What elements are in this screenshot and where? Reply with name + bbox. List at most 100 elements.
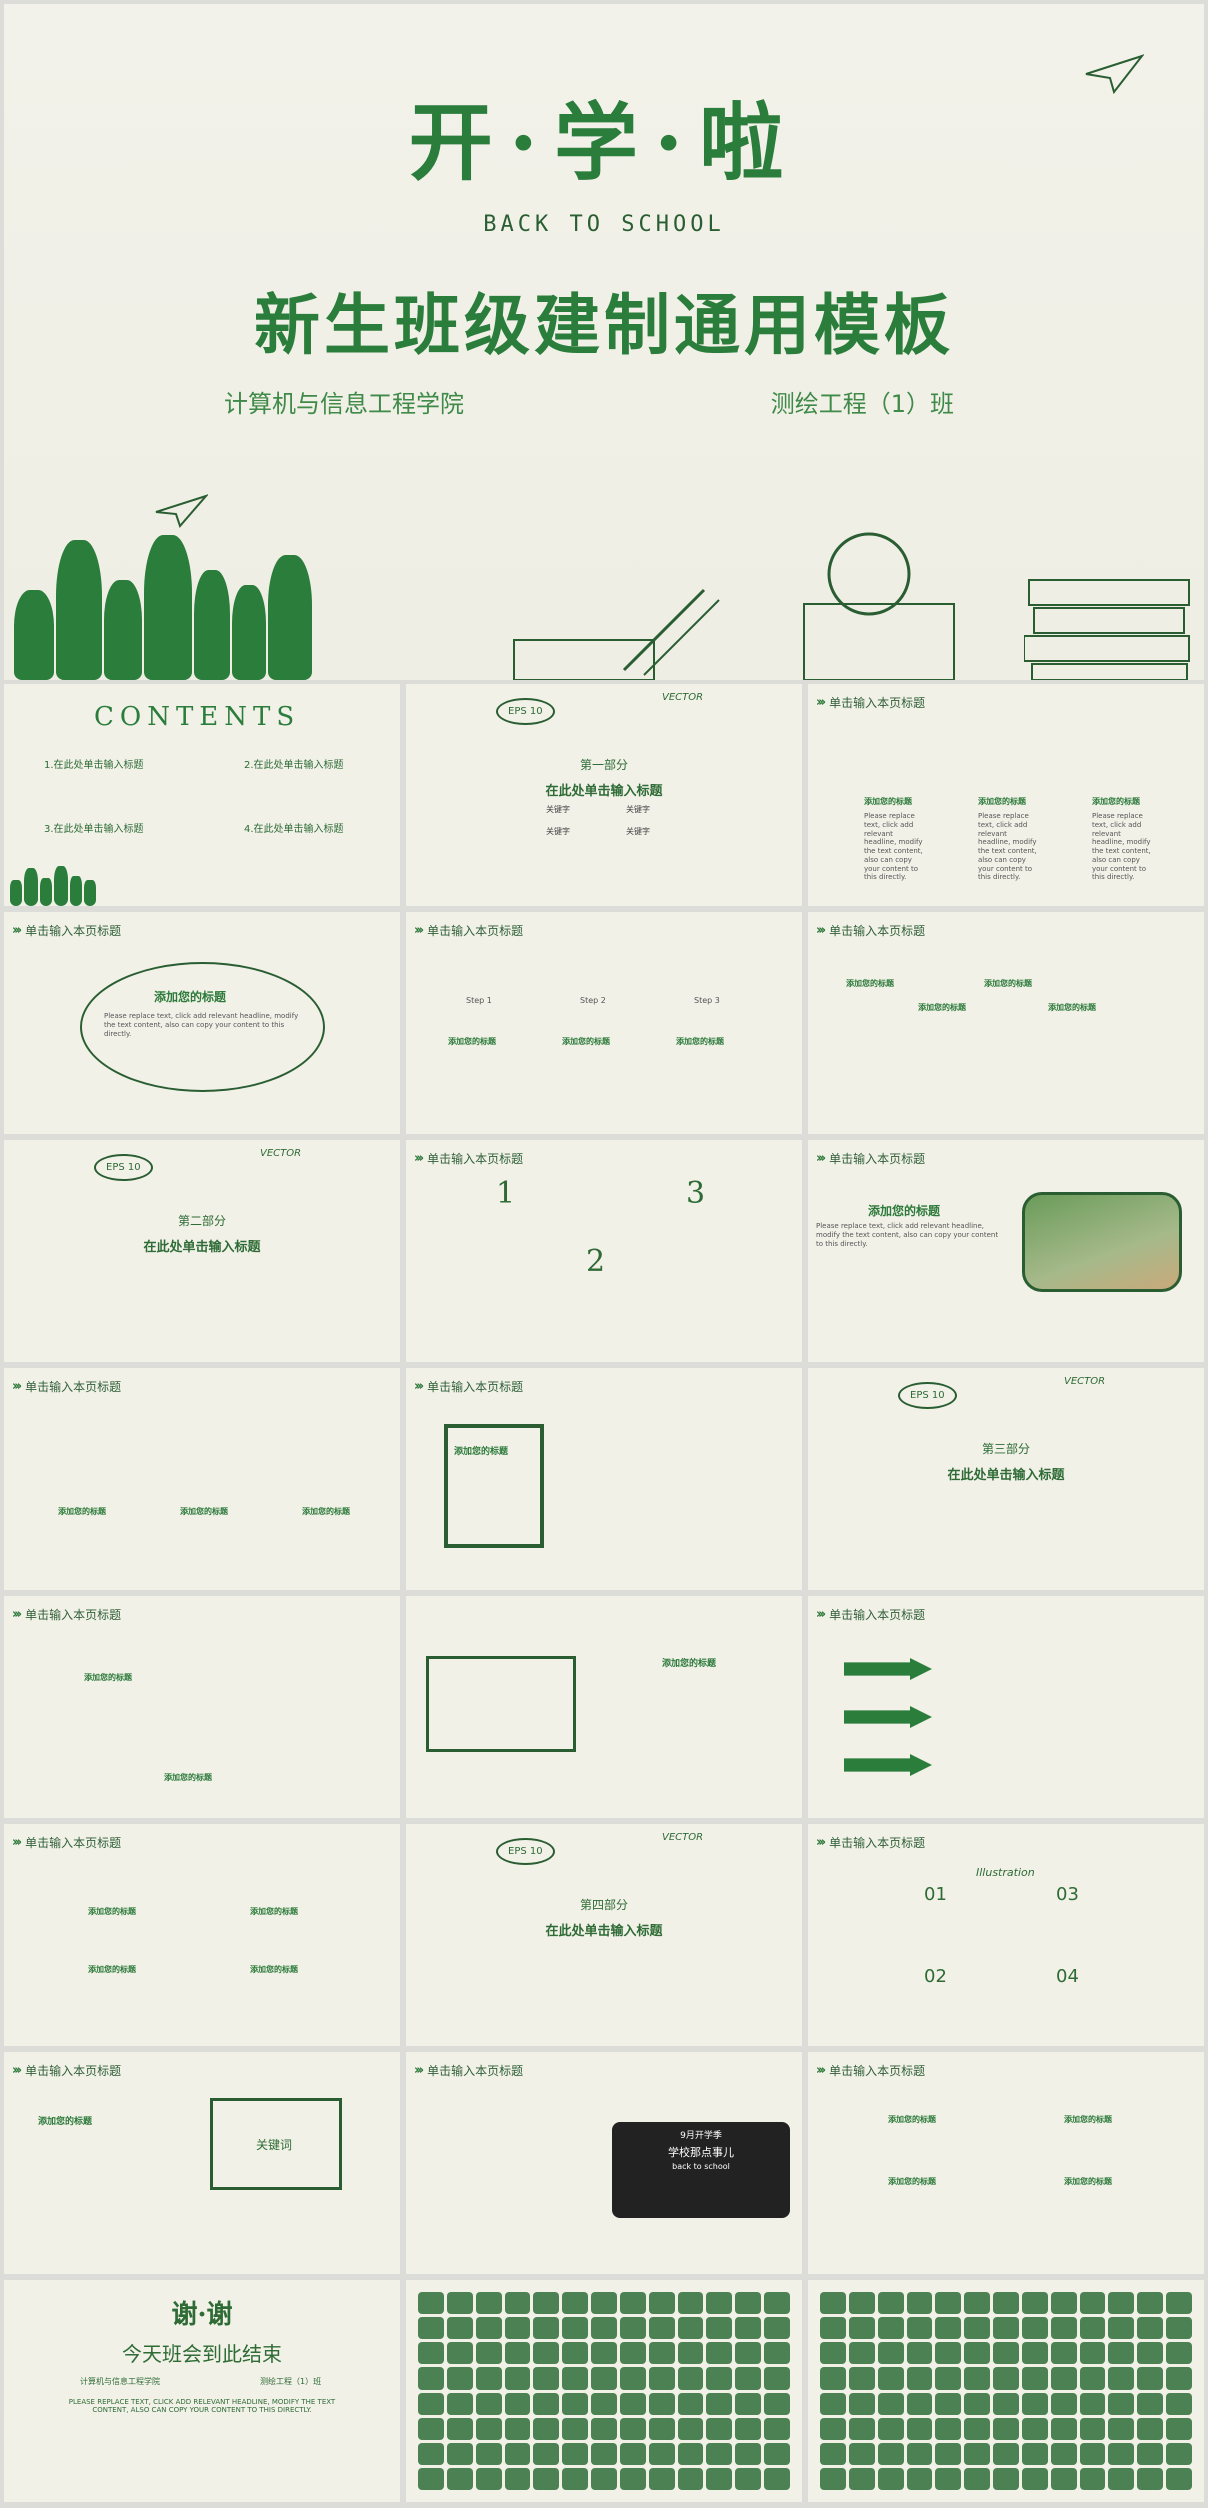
doodle-icon [1137,2367,1164,2390]
doodle-icon [964,2392,991,2415]
doodle-icon [1021,2342,1048,2365]
doodle-icon [1108,2417,1135,2440]
doodle-icon [764,2292,790,2315]
speech-bubble [80,962,325,1092]
doodle-icon [820,2467,846,2490]
doodle-icon [1108,2467,1135,2490]
doodle-icon [1021,2417,1048,2440]
page-header: ››› 单击输入本页标题 [12,923,122,938]
eps-badge: EPS 10 [496,698,555,725]
slide-section-4: EPS 10 VECTOR 第四部分 在此处单击输入标题 [406,1824,802,2046]
doodle-icon [648,2342,675,2365]
bubble-title: 添加您的标题 [154,990,227,1004]
doodle-icon [993,2317,1019,2340]
col-title-1: 添加您的标题 [864,797,912,806]
section-title: 在此处单击输入标题 [545,1924,663,1939]
doodle-icon [906,2392,933,2415]
bulb-title-2: 添加您的标题 [88,1965,136,1974]
contents-title: CONTENTS [94,702,301,732]
doodle-icon [935,2392,962,2415]
doodle-icon [1137,2392,1164,2415]
arrow-3 [844,1754,932,1776]
number-04: 04 [1056,1966,1079,1987]
doodle-icon [1050,2442,1077,2465]
col-text-3: Please replace text, click add relevant … [1092,812,1151,882]
doodle-icon [446,2417,473,2440]
doodle-icon [619,2392,646,2415]
doodle-icon [619,2367,646,2390]
doodle-icon [820,2442,846,2465]
doodle-icon [619,2317,646,2340]
contents-item-2[interactable]: 2.在此处单击输入标题 [244,760,344,771]
doodle-icon [504,2392,531,2415]
contents-item-3[interactable]: 3.在此处单击输入标题 [44,824,144,835]
doodle-icon [677,2342,704,2365]
eps-badge: EPS 10 [898,1382,957,1409]
page-header: ››› 单击输入本页标题 [414,1379,524,1394]
big-number-1: 1 [496,1176,516,1211]
doodle-icon [475,2417,502,2440]
keyword-board [210,2098,342,2190]
doodle-icon [820,2292,846,2315]
slide-steps: ››› 单击输入本页标题 Step 1 Step 2 Step 3 添加您的标题 … [406,912,802,1134]
doodle-icon [418,2417,444,2440]
step-1: Step 1 [466,996,492,1005]
notebook-sketch [426,1656,576,1752]
doodle-icon [848,2417,875,2440]
doodle-icon [820,2392,846,2415]
photo-text: Please replace text, click add relevant … [816,1222,999,1248]
doodle-icon [475,2292,502,2315]
contents-item-4[interactable]: 4.在此处单击输入标题 [244,824,344,835]
college-name: 计算机与信息工程学院 [224,390,464,418]
page-header: ››› 单击输入本页标题 [816,923,926,938]
doodle-icon [964,2367,991,2390]
clock-sketch [744,514,994,680]
circle-title-4: 添加您的标题 [1064,2177,1112,2186]
doodle-icon [1021,2467,1048,2490]
circle-title-2: 添加您的标题 [888,2177,936,2186]
doodle-icon [877,2467,904,2490]
slide-blackboard: ››› 单击输入本页标题 9月开学季 学校那点事儿 back to school [406,2052,802,2274]
page-header: ››› 单击输入本页标题 [12,2063,122,2078]
doodle-icon [562,2342,589,2365]
kids-photo [1022,1192,1182,1292]
doodle-icon [1050,2467,1077,2490]
slide-checklist: ››› 单击输入本页标题 添加您的标题 [406,1368,802,1590]
board-title: 添加您的标题 [38,2117,93,2127]
bulb-title-1: 添加您的标题 [88,1907,136,1916]
step-2: Step 2 [580,996,606,1005]
doodle-icon [1166,2442,1192,2465]
doodle-icon [475,2442,502,2465]
doodle-icon [619,2292,646,2315]
doodle-icon [533,2342,560,2365]
doodle-icon [418,2467,444,2490]
doodle-icon [648,2442,675,2465]
page-header: ››› 单击输入本页标题 [816,2063,926,2078]
slide-photo: ››› 单击输入本页标题 添加您的标题 Please replace text, … [808,1140,1204,1362]
doodle-icon [677,2417,704,2440]
doodle-icon [619,2417,646,2440]
doodle-icon [706,2442,733,2465]
doodle-icon [848,2342,875,2365]
doodle-icon [1050,2292,1077,2315]
contents-item-1[interactable]: 1.在此处单击输入标题 [44,760,144,771]
doodle-icon [964,2442,991,2465]
doodle-icon [1079,2442,1106,2465]
doodle-icon [418,2342,444,2365]
slide-icons-2 [808,2280,1204,2502]
doodle-icon [1050,2342,1077,2365]
doodle-icon [591,2392,617,2415]
blackboard-line-1: 9月开学季 [680,2131,722,2141]
doodle-icon [1166,2317,1192,2340]
section-title: 在此处单击输入标题 [545,784,663,799]
doodle-icon [1166,2467,1192,2490]
doodle-icon [1166,2367,1192,2390]
doodle-icon [562,2442,589,2465]
doodle-icon [504,2317,531,2340]
page-header: ››› 单击输入本页标题 [816,1835,926,1850]
slide-lightbulb: ››› 单击输入本页标题 添加您的标题 添加您的标题 添加您的标题 添加您的标题 [4,1824,400,2046]
doodle-icon [562,2392,589,2415]
doodle-icon [764,2442,790,2465]
slide-bicycle: ››› 单击输入本页标题 添加您的标题 添加您的标题 添加您的标题 添加您的标题 [808,912,1204,1134]
thanks-title: 谢·谢 [171,2300,233,2330]
